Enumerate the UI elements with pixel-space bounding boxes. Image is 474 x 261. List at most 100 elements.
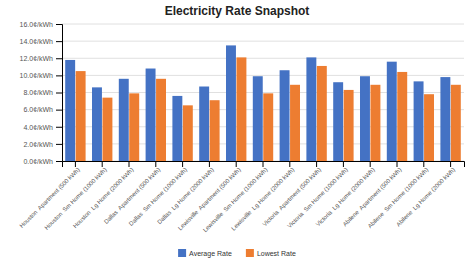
bar [102, 98, 112, 161]
x-tick-label: Dallas Sm Home (1000 kWh) [128, 167, 188, 227]
x-tick: Dallas Lg Home (2000 kWh) [156, 161, 215, 225]
y-tick-label: 14.0¢/kWh [20, 38, 54, 45]
bar [440, 77, 450, 161]
x-tick-mark [209, 161, 210, 167]
bar [156, 79, 166, 161]
bar [333, 82, 343, 161]
x-tick: Victoria Lg Home (2000 kWh) [315, 161, 376, 228]
y-tick-label: 12.0¢/kWh [20, 55, 54, 62]
bar [65, 60, 75, 161]
y-tick-label: 0.0¢/kWh [23, 158, 53, 165]
bar [210, 100, 220, 161]
y-tick-label: 16.0¢/kWh [20, 21, 54, 28]
y-tick: 12.0¢/kWh [20, 55, 62, 62]
x-tick-mark [75, 161, 76, 167]
y-tick-label: 10.0¢/kWh [20, 72, 54, 79]
bar [397, 72, 407, 161]
x-tick: Dallas Sm Home (1000 kWh) [128, 161, 188, 227]
x-tick-mark [155, 161, 156, 167]
y-tick-label: 4.0¢/kWh [23, 123, 53, 130]
bar [451, 85, 461, 161]
bar [370, 85, 380, 161]
bar [119, 79, 129, 161]
x-tick: Victoria Apartment (500 kWh) [261, 161, 322, 227]
bar [172, 96, 182, 161]
bar [146, 69, 156, 161]
series [65, 45, 450, 161]
y-tick-mark [56, 110, 62, 111]
chart: Electricity Rate Snapshot 0.0¢/kWh 2.0¢/kW… [0, 0, 474, 261]
y-tick: 2.0¢/kWh [23, 141, 62, 148]
x-tick: Abilene Sm Home (1000 kWh) [367, 161, 430, 229]
y-tick-label: 2.0¢/kWh [23, 141, 53, 148]
x-tick: Abilene Apartment (500 kWh) [342, 161, 403, 227]
bar [92, 87, 102, 161]
grid-line [62, 24, 464, 25]
y-tick-mark [56, 24, 62, 25]
grid-line [62, 58, 464, 59]
x-tick: Houston Lg Home (2000 kWh) [72, 161, 135, 229]
y-axis-line [56, 25, 63, 162]
legend-swatch [178, 249, 186, 257]
y-tick-mark [56, 41, 62, 42]
x-tick-label: Dallas Lg Home (2000 kWh) [156, 167, 215, 226]
x-tick-label: Abilene Lg Home (2000 kWh) [395, 167, 456, 228]
y-tick: 6.0¢/kWh [23, 106, 62, 113]
legend-label: Average Rate [189, 250, 232, 258]
x-tick-mark [289, 161, 290, 167]
y-tick: 16.0¢/kWh [20, 21, 62, 28]
y-tick: 10.0¢/kWh [20, 72, 62, 79]
x-tick: Abilene Lg Home (2000 kWh) [395, 161, 456, 228]
x-tick-mark [236, 161, 237, 167]
y-tick: 14.0¢/kWh [20, 38, 62, 45]
x-tick-mark [182, 161, 183, 167]
bar [290, 85, 300, 161]
bar [344, 90, 354, 161]
y-tick-mark [56, 127, 62, 128]
bars [65, 45, 461, 161]
x-tick: Victoria Sm Home (1000 kWh) [286, 161, 349, 229]
y-tick-label: 8.0¢/kWh [23, 89, 53, 96]
x-tick: Dallas Apartment (500 kWh) [103, 161, 161, 225]
y-tick-mark [56, 58, 62, 59]
x-tick-mark [397, 161, 398, 167]
y-tick-mark [56, 93, 62, 94]
x-tick-mark [102, 161, 103, 167]
y-tick: 0.0¢/kWh [23, 158, 62, 165]
bar [387, 62, 397, 161]
bar [199, 87, 209, 161]
bar [129, 93, 139, 161]
bar [76, 71, 86, 161]
legend-item: Lowest Rate [246, 249, 296, 257]
x-tick-mark [423, 161, 424, 167]
x-tick-mark [129, 161, 130, 167]
bar [226, 45, 236, 161]
y-tick: 4.0¢/kWh [23, 123, 62, 130]
y-tick-mark [56, 144, 62, 145]
legend-item: Average Rate [178, 249, 232, 258]
x-tick-mark [370, 161, 371, 167]
x-tick: Houston Apartment (500 kWh) [18, 161, 80, 229]
x-axis: Houston Apartment (500 kWh)Houston Sm Ho… [18, 161, 464, 233]
y-tick: 8.0¢/kWh [23, 89, 62, 96]
bar [263, 93, 273, 161]
bar [236, 57, 246, 161]
legend-swatch [246, 249, 254, 257]
title: Electricity Rate Snapshot [165, 4, 310, 18]
y-tick-mark [56, 161, 62, 162]
bar [183, 105, 193, 161]
bar [360, 76, 370, 161]
x-tick-mark [343, 161, 344, 167]
plot: 0.0¢/kWh 2.0¢/kWh 4.0¢/kWh 6.0¢/kWh 8.0¢/kWh… [18, 21, 464, 234]
bar [253, 76, 263, 161]
x-tick-mark [263, 161, 264, 167]
x-tick-mark [450, 161, 451, 167]
legend-label: Lowest Rate [257, 250, 296, 257]
legend: Average Rate Lowest Rate [178, 249, 296, 258]
series [76, 57, 461, 161]
x-tick-mark [316, 161, 317, 167]
bar [280, 70, 290, 161]
y-tick-label: 6.0¢/kWh [23, 106, 53, 113]
bar [317, 66, 327, 161]
bar [306, 57, 316, 161]
